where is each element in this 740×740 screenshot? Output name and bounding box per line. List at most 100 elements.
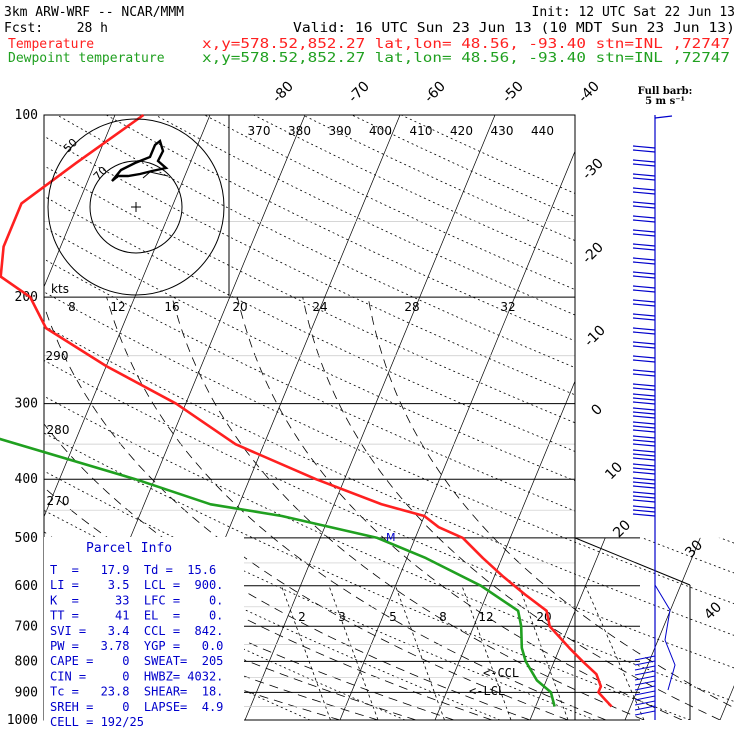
- wind-barb: [632, 509, 656, 513]
- parcel-info-row: CELL = 192/25: [50, 715, 144, 729]
- dry-adiabat-label: 280: [47, 423, 70, 437]
- wind-barb: [632, 369, 656, 373]
- wind-barb: [632, 383, 656, 387]
- hodograph-speed-label: 32: [500, 300, 515, 314]
- wind-barb: [654, 115, 673, 119]
- wind-barb: [632, 177, 656, 181]
- hodograph-trace: [142, 171, 169, 179]
- parcel-info-row: SVI = 3.4 CCL = 842.: [50, 624, 223, 638]
- wind-barb: [634, 665, 656, 671]
- wind-barb: [632, 275, 656, 279]
- dewpoint-profile: [0, 437, 556, 707]
- isotherm-line: [339, 115, 591, 720]
- wind-barb: [632, 491, 656, 495]
- valid-time: Valid: 16 UTC Sun 23 Jun 13 (10 MDT Sun …: [293, 21, 735, 36]
- mixing-ratio-label: 5: [389, 610, 397, 624]
- dewpoint-location: x,y=578.52,852.27 lat,lon= 48.56, -93.40…: [202, 51, 730, 66]
- temperature-profile: [0, 113, 613, 708]
- hodograph-speed-label: 12: [110, 300, 125, 314]
- isotherm-line: [624, 115, 734, 720]
- potential-temp-label: 390: [329, 124, 352, 138]
- parcel-info-row: LI = 3.5 LCL = 900.: [50, 578, 223, 592]
- potential-temp-label: 380: [288, 124, 311, 138]
- mixing-ratio-line: [395, 585, 445, 720]
- pressure-tick-label: 800: [15, 654, 38, 669]
- moist-adiabat-line: [302, 297, 721, 720]
- temperature-legend: Temperature: [8, 37, 94, 52]
- wind-barb: [634, 675, 656, 681]
- temperature-tick-label: -40: [575, 78, 602, 105]
- potential-temp-label: 370: [248, 124, 271, 138]
- wind-barb: [632, 247, 656, 251]
- wind-barb: [634, 710, 656, 716]
- wind-barb: [632, 303, 656, 307]
- wind-barb: [632, 499, 656, 503]
- wind-barb: [632, 467, 656, 471]
- wind-barb: [632, 299, 656, 303]
- wind-barb: [632, 429, 656, 433]
- temperature-tick-label: 0: [588, 401, 606, 419]
- wind-barb: [632, 415, 656, 419]
- wind-barb: [632, 453, 656, 457]
- potential-temp-label: 440: [531, 124, 554, 138]
- wind-barb: [632, 443, 656, 447]
- wind-barb: [632, 327, 656, 331]
- wind-barb: [632, 411, 656, 415]
- parcel-info-row: TT = 41 EL = 0.: [50, 609, 223, 623]
- potential-temp-label: 400: [369, 124, 392, 138]
- wind-barb: [632, 513, 656, 517]
- isotherm-line: [44, 115, 211, 720]
- plot-frame: [43, 114, 576, 721]
- ccl-marker: <-CCL: [483, 666, 519, 680]
- wind-barb: [632, 243, 656, 247]
- wind-barb: [632, 471, 656, 475]
- hodograph-speed-label: 16: [164, 300, 179, 314]
- wind-legend-value: 5 m s⁻¹: [645, 96, 685, 107]
- wind-barb: [632, 457, 656, 461]
- wind-barb: [632, 215, 656, 219]
- parcel-info-row: PW = 3.78 YGP = 0.0: [50, 639, 223, 653]
- parcel-info-row: T = 17.9 Td = 15.6: [50, 563, 216, 577]
- wind-barb: [632, 387, 656, 391]
- wind-barb: [634, 660, 656, 666]
- wind-barb: [632, 439, 656, 443]
- wind-legend-title: Full barb:: [638, 86, 693, 97]
- wind-barb: [632, 407, 656, 411]
- pressure-tick-label: 300: [15, 397, 38, 412]
- pressure-tick-label: 1000: [7, 713, 38, 728]
- mixing-ratio-label: 2: [298, 610, 306, 624]
- mixing-ratio-label: 12: [478, 610, 493, 624]
- pressure-tick-label: 600: [15, 579, 38, 594]
- wind-barb: [632, 271, 656, 275]
- wind-barb: [634, 705, 656, 711]
- wind-barb: [632, 149, 656, 153]
- hodograph-trace: [111, 138, 169, 182]
- mixing-ratio-line: [461, 585, 512, 720]
- moist-adiabat-line: [106, 296, 607, 720]
- skew-edge-line: [574, 537, 691, 586]
- parcel-info-box: Parcel Info T = 17.9 Td = 15.6LI = 3.5 L…: [44, 537, 244, 729]
- wind-barb: [632, 317, 656, 321]
- parcel-info-row: SREH = 0 LAPSE= 4.9: [50, 700, 223, 714]
- fcst-value: 28 h: [77, 21, 108, 36]
- dewpoint-legend: Dewpoint temperature: [8, 51, 165, 66]
- wind-barb: [634, 685, 656, 691]
- wind-barb: [632, 477, 656, 481]
- wind-barb: [632, 285, 656, 289]
- wind-barb: [654, 584, 676, 691]
- moist-adiabat-line: [44, 296, 569, 720]
- parcel-info-row: CIN = 0 HWBZ= 4032.: [50, 669, 223, 683]
- wind-barb: [632, 505, 656, 509]
- wind-barb: [634, 680, 656, 686]
- dry-adiabat-label: 270: [47, 494, 70, 508]
- pressure-tick-label: 500: [15, 531, 38, 546]
- wind-barb: [632, 159, 656, 163]
- parcel-info-row: Tc = 23.8 SHEAR= 18.: [50, 685, 223, 699]
- mixing-ratio-line: [585, 585, 645, 720]
- hodograph-speed-label: 24: [312, 300, 327, 314]
- isotherm-line: [44, 115, 116, 720]
- fcst-label: Fcst:: [4, 21, 43, 36]
- temperature-tick-label: 10: [602, 459, 626, 483]
- wind-barb: [632, 341, 656, 345]
- temperature-location: x,y=578.52,852.27 lat,lon= 48.56, -93.40…: [202, 37, 730, 52]
